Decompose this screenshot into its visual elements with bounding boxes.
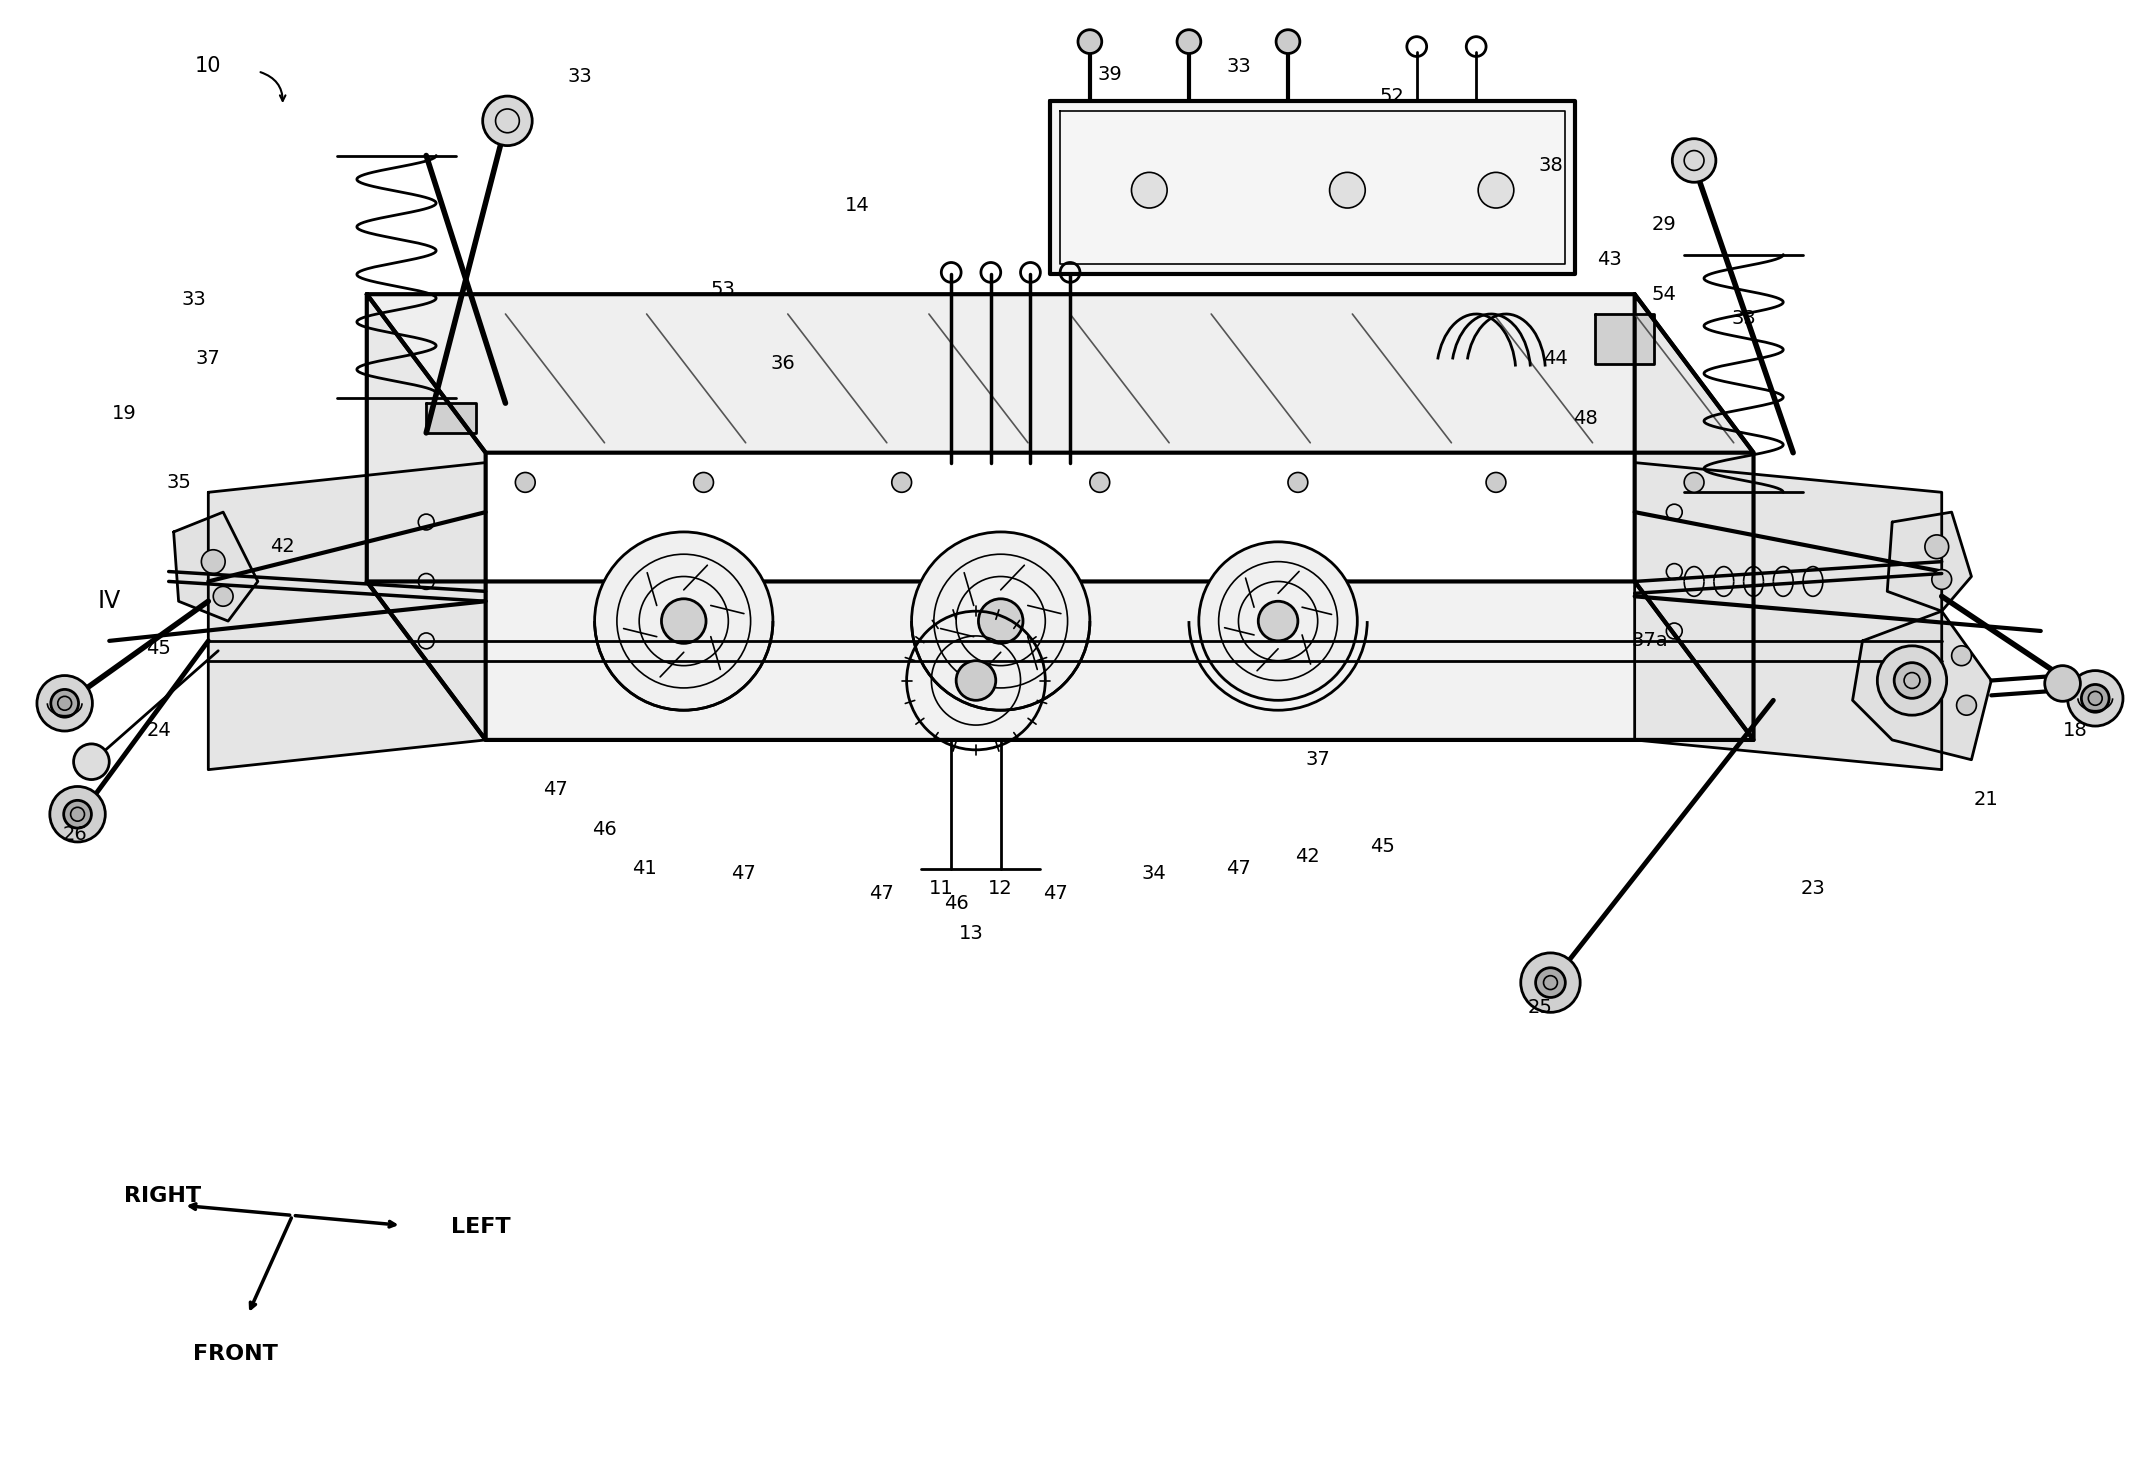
Text: 45: 45 bbox=[1369, 837, 1395, 856]
Text: 45: 45 bbox=[146, 639, 172, 658]
Circle shape bbox=[73, 743, 110, 780]
Circle shape bbox=[1479, 173, 1514, 208]
Polygon shape bbox=[366, 295, 1753, 453]
Text: 25: 25 bbox=[1529, 998, 1552, 1017]
Circle shape bbox=[1931, 570, 1951, 589]
Text: 37: 37 bbox=[1305, 751, 1331, 770]
Circle shape bbox=[891, 472, 911, 493]
Circle shape bbox=[1877, 647, 1946, 715]
Polygon shape bbox=[366, 295, 487, 740]
Text: 36: 36 bbox=[771, 353, 794, 372]
Text: 34: 34 bbox=[1141, 863, 1167, 883]
Circle shape bbox=[661, 598, 706, 644]
Text: 42: 42 bbox=[271, 537, 295, 556]
Polygon shape bbox=[1634, 463, 1942, 770]
Circle shape bbox=[977, 598, 1023, 644]
Circle shape bbox=[1199, 542, 1356, 701]
Circle shape bbox=[1673, 139, 1716, 182]
Text: 23: 23 bbox=[1800, 880, 1826, 899]
Polygon shape bbox=[1595, 314, 1654, 364]
Polygon shape bbox=[1634, 295, 1753, 740]
Circle shape bbox=[1951, 647, 1972, 666]
Circle shape bbox=[482, 97, 532, 145]
Circle shape bbox=[1684, 472, 1703, 493]
Text: 47: 47 bbox=[543, 780, 568, 799]
Circle shape bbox=[213, 586, 233, 607]
Text: 46: 46 bbox=[943, 894, 969, 913]
Polygon shape bbox=[209, 463, 487, 770]
Text: 53: 53 bbox=[710, 280, 736, 299]
Circle shape bbox=[1895, 663, 1929, 698]
Polygon shape bbox=[1051, 101, 1576, 274]
Text: 11: 11 bbox=[928, 880, 954, 899]
Polygon shape bbox=[1852, 611, 1992, 759]
Circle shape bbox=[911, 532, 1089, 710]
Polygon shape bbox=[366, 582, 1753, 740]
Text: 47: 47 bbox=[1225, 859, 1251, 878]
Circle shape bbox=[1925, 535, 1948, 559]
Text: RIGHT: RIGHT bbox=[125, 1186, 200, 1205]
Circle shape bbox=[2067, 670, 2123, 726]
Text: 47: 47 bbox=[870, 884, 893, 903]
Text: 12: 12 bbox=[988, 880, 1014, 899]
Text: 47: 47 bbox=[730, 863, 756, 883]
Circle shape bbox=[50, 786, 105, 841]
Circle shape bbox=[1331, 173, 1365, 208]
Circle shape bbox=[2045, 666, 2080, 701]
Text: 26: 26 bbox=[62, 824, 86, 843]
Circle shape bbox=[2082, 685, 2110, 712]
Circle shape bbox=[1257, 601, 1298, 641]
Text: 41: 41 bbox=[631, 859, 657, 878]
Polygon shape bbox=[174, 512, 258, 622]
Circle shape bbox=[1535, 968, 1565, 997]
Text: 33: 33 bbox=[1731, 309, 1757, 328]
Text: 37a: 37a bbox=[1632, 632, 1669, 651]
Text: FRONT: FRONT bbox=[194, 1344, 278, 1363]
Circle shape bbox=[1486, 472, 1505, 493]
Circle shape bbox=[1520, 953, 1580, 1013]
Circle shape bbox=[1132, 173, 1167, 208]
Text: 33: 33 bbox=[181, 290, 207, 309]
Text: 37: 37 bbox=[196, 349, 220, 368]
Text: 33: 33 bbox=[1225, 57, 1251, 76]
Text: 52: 52 bbox=[1380, 86, 1404, 106]
Text: 54: 54 bbox=[1651, 284, 1677, 303]
Text: LEFT: LEFT bbox=[450, 1217, 510, 1237]
Text: 38: 38 bbox=[1537, 155, 1563, 174]
Circle shape bbox=[202, 550, 226, 573]
Text: 39: 39 bbox=[1098, 65, 1122, 84]
Circle shape bbox=[1079, 29, 1102, 53]
Text: 35: 35 bbox=[166, 474, 192, 493]
Circle shape bbox=[52, 689, 78, 717]
Text: 47: 47 bbox=[1042, 884, 1068, 903]
Circle shape bbox=[594, 532, 773, 710]
Text: 24: 24 bbox=[146, 720, 170, 739]
Text: 21: 21 bbox=[1974, 790, 1998, 809]
Polygon shape bbox=[426, 403, 476, 432]
Polygon shape bbox=[1888, 512, 1972, 611]
Text: 33: 33 bbox=[568, 67, 592, 86]
Circle shape bbox=[1287, 472, 1307, 493]
Circle shape bbox=[1089, 472, 1109, 493]
Text: 10: 10 bbox=[196, 56, 222, 76]
Circle shape bbox=[693, 472, 713, 493]
Text: 18: 18 bbox=[2063, 720, 2088, 739]
Text: IV: IV bbox=[97, 589, 121, 613]
Circle shape bbox=[1957, 695, 1976, 715]
Text: 44: 44 bbox=[1544, 349, 1567, 368]
Text: 14: 14 bbox=[844, 195, 870, 214]
Text: 48: 48 bbox=[1572, 409, 1598, 428]
Circle shape bbox=[65, 800, 90, 828]
Text: 43: 43 bbox=[1598, 251, 1621, 270]
Text: 13: 13 bbox=[958, 924, 984, 943]
Circle shape bbox=[515, 472, 536, 493]
Text: 19: 19 bbox=[112, 403, 136, 422]
Text: 42: 42 bbox=[1296, 847, 1320, 866]
Text: 29: 29 bbox=[1651, 216, 1677, 235]
Text: 46: 46 bbox=[592, 819, 618, 839]
Circle shape bbox=[1277, 29, 1300, 53]
Circle shape bbox=[1178, 29, 1201, 53]
Circle shape bbox=[37, 676, 93, 732]
Circle shape bbox=[956, 661, 997, 701]
